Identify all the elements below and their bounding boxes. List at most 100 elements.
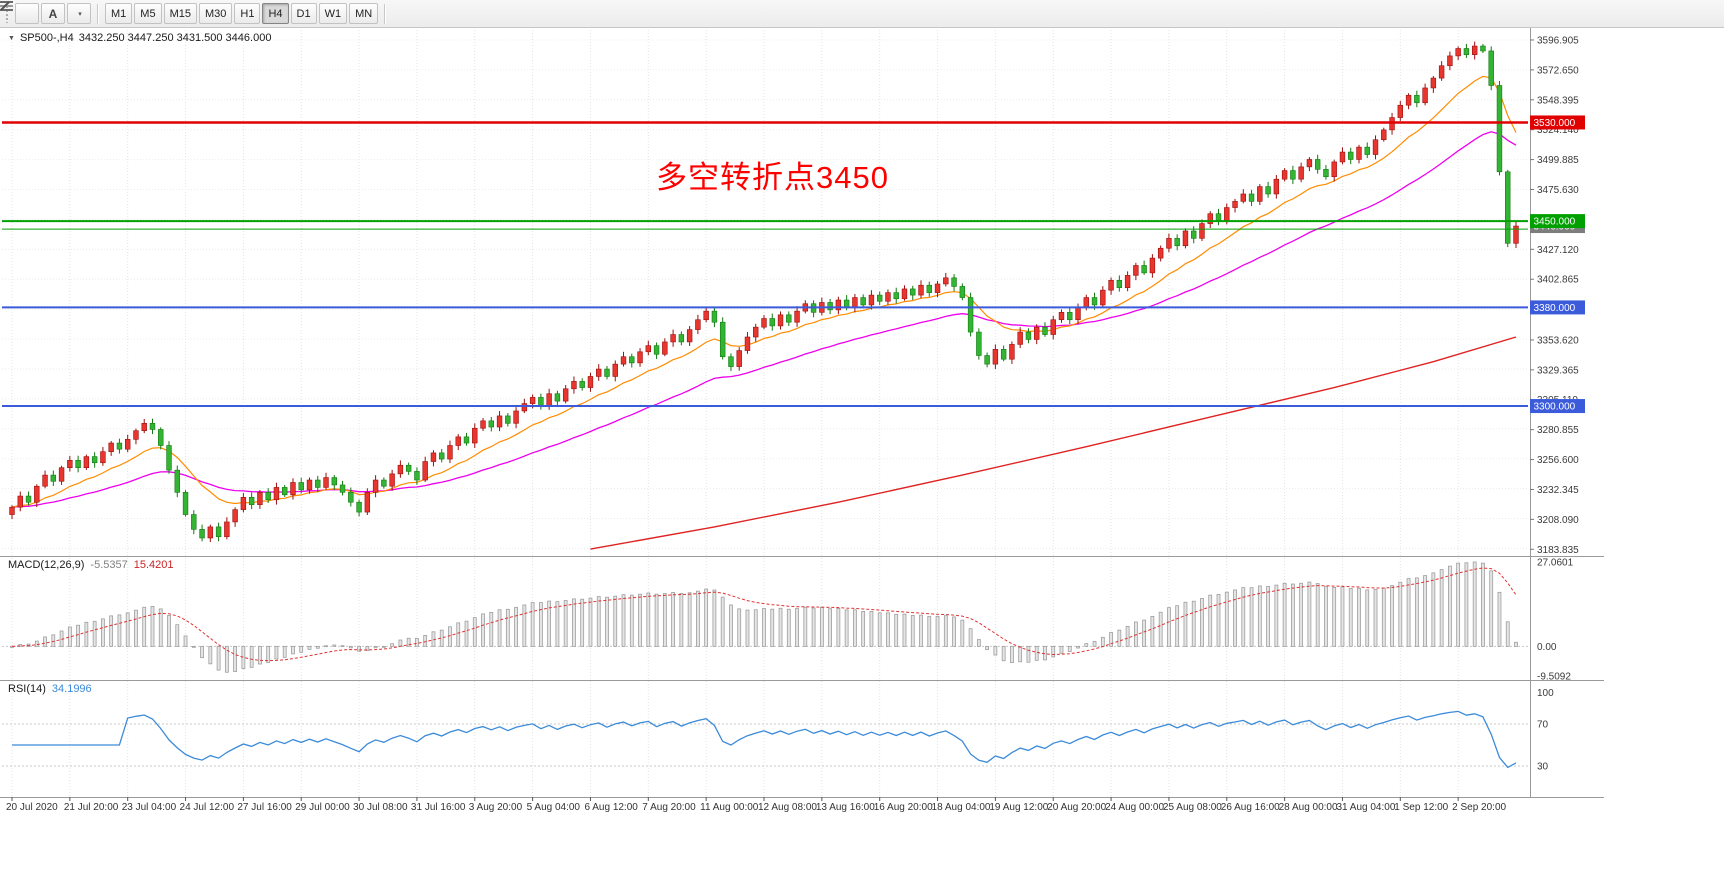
time-label: 6 Aug 12:00 — [584, 802, 638, 813]
candle-body — [794, 310, 800, 323]
indicator-scales[interactable]: 27.0601 0.00 -9.5092 100 70 30 — [1537, 558, 1574, 773]
candle-body — [1397, 104, 1404, 118]
macd-histogram-bar — [1381, 587, 1386, 647]
macd-histogram-bar — [357, 645, 361, 652]
price-tick-label: 3572.650 — [1537, 65, 1579, 76]
macd-histogram-bar — [1257, 585, 1262, 647]
macd-histogram-bar — [539, 602, 543, 647]
candle-body — [1248, 193, 1255, 202]
candle-body — [405, 464, 412, 472]
candle-body — [141, 423, 147, 432]
macd-histogram-bar — [654, 593, 659, 647]
candle-body — [265, 492, 271, 501]
macd-histogram-bar — [76, 624, 80, 647]
price-scale[interactable]: 3596.905 3572.650 3548.395 3524.140 3499.885… — [1530, 35, 1585, 556]
candle-body — [364, 492, 371, 513]
time-label: 23 Jul 04:00 — [122, 802, 177, 813]
macd-histogram-bar — [1067, 645, 1072, 652]
macd-histogram-bar — [910, 615, 915, 647]
candle-body — [34, 485, 40, 503]
macd-histogram-bar — [1414, 577, 1419, 647]
macd-histogram-bar — [1299, 582, 1304, 647]
candle-body — [149, 423, 156, 430]
candle-body — [546, 393, 552, 407]
candle-body — [777, 314, 784, 327]
macd-histogram-bar — [1076, 645, 1080, 649]
macd-histogram-bar — [745, 609, 750, 647]
candle-body — [348, 492, 354, 503]
candle-body — [83, 456, 90, 468]
candle-body — [25, 495, 32, 503]
candle-body — [1455, 48, 1461, 57]
candle-body — [1438, 65, 1445, 79]
macd-histogram-bar — [704, 588, 709, 647]
timeframe-button-h1[interactable]: H1 — [234, 3, 261, 24]
macd-histogram-bar — [423, 635, 428, 647]
time-label: 13 Aug 16:00 — [816, 802, 875, 813]
candle-body — [1083, 297, 1089, 308]
candle-body — [1290, 170, 1296, 180]
candle-body — [695, 319, 701, 330]
macd-histogram-bar — [1158, 611, 1163, 647]
time-scale[interactable]: 20 Jul 2020 21 Jul 20:00 23 Jul 04:00 24 Ju… — [6, 797, 1507, 813]
toolbar-separator — [384, 3, 387, 24]
timeframe-button-d1[interactable]: D1 — [290, 3, 317, 24]
timeframe-button-m30[interactable]: M30 — [198, 3, 233, 24]
candle-body — [703, 310, 709, 321]
candle-body — [736, 350, 742, 367]
macd-histogram-bar — [183, 635, 188, 647]
timeframe-button-h4[interactable]: H4 — [262, 3, 289, 24]
candle-body — [1108, 279, 1114, 291]
macd-histogram-bar — [1026, 645, 1031, 663]
candle-body — [505, 415, 511, 424]
candle-body — [885, 292, 891, 302]
macd-histogram-bar — [84, 621, 89, 647]
macd-histogram-bar — [233, 645, 237, 672]
macd-histogram-bar — [381, 645, 386, 648]
candle-body — [372, 479, 379, 493]
timeframe-button-m1[interactable]: M1 — [105, 3, 133, 24]
macd-histogram-bar — [390, 643, 395, 647]
candle-body — [67, 459, 73, 468]
timeframe-button-w1[interactable]: W1 — [318, 3, 348, 24]
candle-body — [959, 286, 966, 298]
candle-body — [75, 459, 81, 468]
rsi-scale-label: 100 — [1537, 688, 1554, 699]
macd-histogram-bar — [770, 608, 775, 647]
macd-histogram-bar — [324, 645, 328, 648]
macd-histogram-bar — [1398, 581, 1403, 647]
candle-body — [1323, 169, 1329, 178]
draw-tool-button[interactable]: ▾ — [0, 1, 91, 24]
candle-body — [901, 288, 908, 300]
candle-body — [1381, 129, 1387, 141]
macd-histogram-bar — [1464, 562, 1469, 647]
candle-body — [1471, 45, 1478, 55]
font-button[interactable]: A — [41, 3, 65, 24]
candle-body — [439, 452, 445, 460]
candle-body — [587, 376, 594, 388]
macd-histogram-bar — [828, 608, 832, 647]
macd-histogram-bar — [1439, 569, 1444, 647]
macd-histogram-bar — [1133, 621, 1138, 647]
timeframe-button-mn[interactable]: MN — [349, 3, 379, 24]
chart-annotation[interactable]: 多空转折点3450 — [656, 160, 889, 195]
macd-histogram-bar — [1431, 572, 1436, 647]
candle-body — [273, 487, 280, 501]
timeframe-group: M1 M5 M15 M30 H1 H4 D1 W1 MN — [104, 3, 379, 24]
candle-body — [852, 297, 858, 308]
timeframe-button-m15[interactable]: M15 — [163, 3, 197, 24]
macd-histogram-bar — [415, 637, 419, 647]
candle-body — [1067, 312, 1073, 321]
candle-body — [711, 310, 718, 323]
chart-list-button[interactable] — [0, 1, 39, 24]
candle-body — [943, 277, 949, 285]
toolbar-grip[interactable] — [5, 4, 10, 23]
macd-histogram-bar — [1100, 636, 1105, 647]
candle-body — [1009, 344, 1015, 360]
candle-body — [58, 467, 65, 482]
macd-histogram-bar — [1183, 601, 1188, 647]
timeframe-button-m5[interactable]: M5 — [134, 3, 162, 24]
candle-body — [1199, 223, 1205, 239]
candle-body — [596, 368, 602, 377]
